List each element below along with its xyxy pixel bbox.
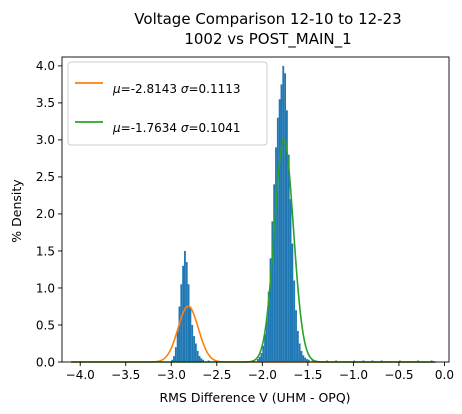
histogram-bar-8 — [185, 262, 188, 362]
y-tick-label-2: 1.0 — [36, 281, 55, 295]
x-tick-label-6: −1.0 — [339, 368, 368, 382]
histogram-bar-2 — [174, 347, 177, 362]
histogram-bar-4 — [178, 306, 181, 362]
legend: μ=-2.8143 σ=0.1113 μ=-1.7634 σ=0.1041 — [67, 61, 268, 146]
histogram-bar-23 — [262, 345, 265, 362]
y-tick-label-6: 3.0 — [36, 133, 55, 147]
x-tick-label-8: 0.0 — [435, 368, 454, 382]
histogram-bar-45 — [302, 355, 305, 362]
histogram-bar-40 — [293, 280, 296, 362]
histogram-bar-39 — [291, 243, 294, 362]
chart-title-line-1: Voltage Comparison 12-10 to 12-23 — [134, 10, 401, 28]
histogram-bar-30 — [275, 147, 277, 362]
y-tick-label-3: 1.5 — [36, 244, 55, 258]
histogram-bar-34 — [282, 65, 285, 363]
x-tick-label-2: −3.0 — [157, 368, 186, 382]
histogram-bar-20 — [256, 359, 259, 362]
histogram-bar-11 — [191, 324, 194, 362]
x-tick-label-1: −3.5 — [111, 368, 140, 382]
histogram-bar-1 — [173, 356, 175, 362]
histogram-bar-25 — [265, 317, 268, 362]
histogram-bar-9 — [187, 284, 190, 362]
histogram-bar-43 — [298, 343, 301, 362]
histogram-bar-12 — [193, 336, 195, 362]
y-tick-label-5: 2.5 — [36, 170, 55, 184]
histogram-bar-13 — [194, 343, 197, 362]
histogram-bar-47 — [306, 359, 308, 362]
histogram-bar-35 — [284, 73, 287, 362]
histogram-bar-5 — [180, 284, 183, 362]
histogram-bar-7 — [184, 250, 186, 362]
histogram-bar-21 — [258, 356, 261, 362]
x-axis-ticks: −4.0 −3.5 −3.0 −2.5 −2.0 −1.5 −1.0 −0.5 0.0 — [66, 362, 454, 382]
histogram-bar-41 — [295, 310, 297, 362]
histogram-bar-28 — [271, 221, 274, 362]
fit-curve-1 — [71, 138, 436, 363]
histogram-bar-17 — [202, 359, 205, 362]
legend-label-1: μ=-1.7634 σ=0.1041 — [112, 121, 240, 135]
histogram-bar-48 — [307, 359, 310, 362]
histogram-bar-31 — [276, 117, 279, 362]
histogram-bar-44 — [300, 350, 303, 362]
y-tick-label-0: 0.0 — [36, 355, 55, 369]
histogram-bar-16 — [200, 358, 203, 362]
histogram-bar-27 — [269, 258, 272, 362]
y-tick-label-1: 0.5 — [36, 318, 55, 332]
x-tick-label-0: −4.0 — [66, 368, 95, 382]
fit-curves — [71, 138, 436, 363]
histogram-bar-10 — [189, 306, 192, 362]
histogram-bar-32 — [278, 99, 281, 363]
histogram-bar-36 — [286, 110, 288, 363]
histogram-bar-22 — [260, 353, 263, 362]
x-tick-label-5: −1.5 — [293, 368, 322, 382]
x-tick-label-3: −2.5 — [202, 368, 231, 382]
x-axis-label: RMS Difference V (UHM - OPQ) — [159, 390, 350, 405]
histogram-bar-46 — [304, 357, 307, 362]
fit-curve-0 — [71, 305, 436, 363]
y-tick-label-4: 2.0 — [36, 207, 55, 221]
legend-label-0: μ=-2.8143 σ=0.1113 — [112, 82, 240, 96]
histogram-bar-24 — [264, 333, 266, 362]
histogram-bar-37 — [287, 154, 290, 362]
histogram-bar-14 — [196, 350, 199, 362]
chart-title-line-2: 1002 vs POST_MAIN_1 — [184, 30, 351, 49]
legend-box — [67, 61, 268, 146]
histogram-bar-26 — [267, 291, 270, 362]
histogram-bar-15 — [198, 356, 201, 362]
histogram-bar-33 — [280, 84, 283, 362]
histogram-bar-38 — [289, 199, 292, 362]
y-axis-label: % Density — [9, 179, 24, 243]
histogram-bar-29 — [273, 184, 276, 362]
histogram-bar-42 — [296, 330, 299, 362]
y-tick-label-8: 4.0 — [36, 59, 55, 73]
histogram-bar-3 — [176, 330, 179, 362]
histogram-bar-0 — [171, 359, 174, 362]
x-tick-label-4: −2.0 — [248, 368, 277, 382]
x-tick-label-7: −0.5 — [384, 368, 413, 382]
plot-frame — [61, 56, 450, 363]
y-axis-ticks: 0.0 0.5 1.0 1.5 2.0 2.5 3.0 3.5 4.0 — [36, 59, 62, 369]
y-tick-label-7: 3.5 — [36, 96, 55, 110]
